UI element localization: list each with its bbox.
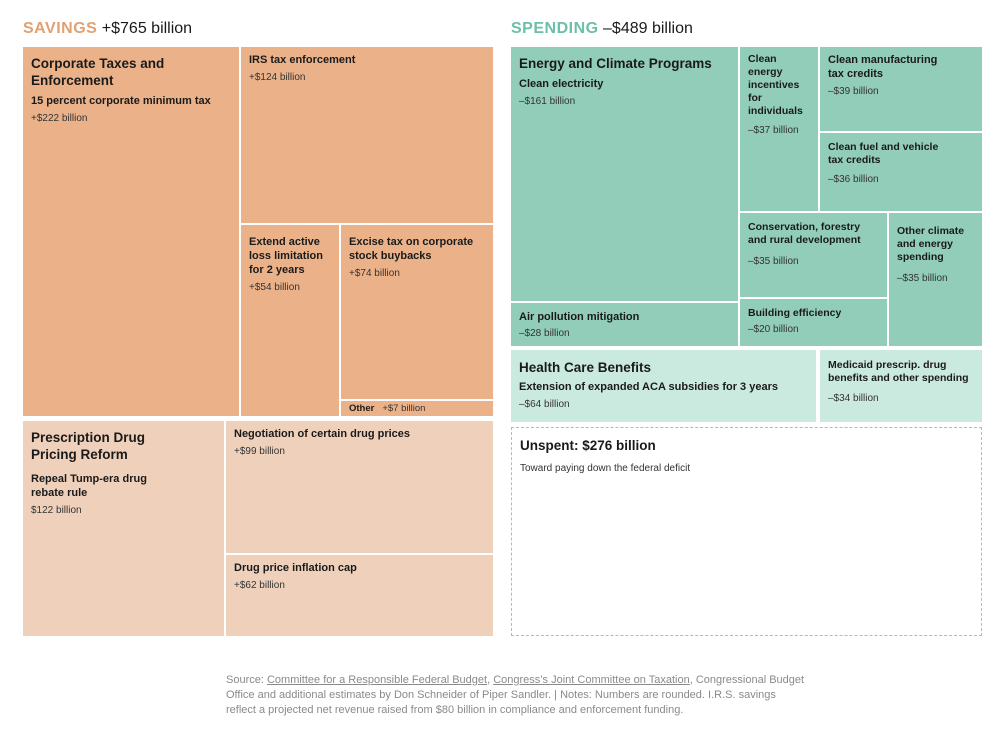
tile-clean-electricity: Energy and Climate Programs Clean electr… <box>511 47 738 301</box>
clean-fuel-vehicle-label: Clean fuel and vehicle tax credits <box>828 141 939 166</box>
aca-subsidies-value: –$64 billion <box>519 399 570 410</box>
aca-subsidies-label: Extension of expanded ACA subsidies for … <box>519 381 778 393</box>
energy-group-title: Energy and Climate Programs <box>519 56 712 71</box>
drug-rebate-label: Repeal Tump-era drug rebate rule <box>31 473 147 499</box>
tile-clean-fuel-vehicle: Clean fuel and vehicle tax credits –$36 … <box>820 133 982 211</box>
building-efficiency-value: –$20 billion <box>748 324 799 335</box>
irs-enforcement-label: IRS tax enforcement <box>249 54 356 66</box>
medicaid-value: –$34 billion <box>828 393 879 404</box>
tile-unspent: Unspent: $276 billion Toward paying down… <box>511 427 982 636</box>
unspent-description: Toward paying down the federal deficit <box>520 463 691 474</box>
clean-manufacturing-value: –$39 billion <box>828 86 879 97</box>
tile-inflation-cap: Drug price inflation cap +$62 billion <box>226 555 493 636</box>
drug-group-title: Prescription Drug Pricing Reform <box>31 430 146 462</box>
corporate-group-title: Corporate Taxes and Enforcement <box>31 56 165 88</box>
tile-excise-tax: Excise tax on corporate stock buybacks +… <box>341 225 493 399</box>
tile-conservation: Conservation, forestry and rural develop… <box>740 213 887 297</box>
loss-limitation-label: Extend active loss limitation for 2 year… <box>249 236 323 276</box>
air-pollution-value: –$28 billion <box>519 328 570 339</box>
tile-corporate-minimum-tax: Corporate Taxes and Enforcement 15 perce… <box>23 47 239 416</box>
corporate-minimum-tax-label: 15 percent corporate minimum tax <box>31 95 211 107</box>
clean-electricity-label: Clean electricity <box>519 78 604 90</box>
tile-aca-subsidies: Health Care Benefits Extension of expand… <box>511 350 816 422</box>
drug-rebate-value: $122 billion <box>31 505 82 516</box>
other-climate-label: Other climate and energy spending <box>897 225 965 263</box>
drug-negotiation-label: Negotiation of certain drug prices <box>234 428 411 440</box>
inflation-cap-value: +$62 billion <box>234 580 285 591</box>
health-group-title: Health Care Benefits <box>519 360 652 375</box>
source-link-crfb[interactable]: Committee for a Responsible Federal Budg… <box>266 674 488 686</box>
tile-medicaid: Medicaid prescrip. drug benefits and oth… <box>820 350 982 422</box>
spending-total: –$489 billion <box>603 20 693 37</box>
clean-energy-incentives-value: –$37 billion <box>748 125 799 136</box>
excise-tax-label: Excise tax on corporate stock buybacks <box>349 236 474 262</box>
other-savings-value: +$7 billion <box>382 403 426 414</box>
conservation-value: –$35 billion <box>748 256 799 267</box>
savings-header: SAVINGS +$765 billion <box>23 20 192 38</box>
tile-building-efficiency: Building efficiency –$20 billion <box>740 299 887 346</box>
clean-electricity-value: –$161 billion <box>519 96 576 107</box>
clean-fuel-vehicle-value: –$36 billion <box>828 174 879 185</box>
other-climate-value: –$35 billion <box>897 273 948 284</box>
tile-drug-negotiation: Negotiation of certain drug prices +$99 … <box>226 421 493 553</box>
excise-tax-value: +$74 billion <box>349 268 400 279</box>
unspent-title: Unspent: $276 billion <box>520 438 656 453</box>
spending-header: SPENDING –$489 billion <box>511 20 693 38</box>
building-efficiency-label: Building efficiency <box>748 307 842 319</box>
tile-other-savings: Other +$7 billion <box>341 401 493 416</box>
savings-total: +$765 billion <box>101 20 193 37</box>
tile-air-pollution: Air pollution mitigation –$28 billion <box>511 303 738 346</box>
tile-clean-manufacturing: Clean manufacturing tax credits –$39 bil… <box>820 47 982 131</box>
source-link-jct[interactable]: Congress’s Joint Committee on Taxation <box>493 674 690 686</box>
clean-energy-incentives-label: Clean energy incentives for individuals <box>748 53 803 117</box>
irs-enforcement-value: +$124 billion <box>249 72 306 83</box>
medicaid-label: Medicaid prescrip. drug benefits and oth… <box>828 359 969 384</box>
inflation-cap-label: Drug price inflation cap <box>234 562 357 574</box>
other-savings-label: Other <box>349 403 375 414</box>
tile-other-climate: Other climate and energy spending –$35 b… <box>889 213 982 346</box>
conservation-label: Conservation, forestry and rural develop… <box>748 221 861 246</box>
spending-label: SPENDING <box>511 20 599 37</box>
drug-negotiation-value: +$99 billion <box>234 446 285 457</box>
loss-limitation-value: +$54 billion <box>249 282 300 293</box>
tile-clean-energy-incentives: Clean energy incentives for individuals … <box>740 47 818 211</box>
air-pollution-label: Air pollution mitigation <box>519 311 640 323</box>
tile-loss-limitation: Extend active loss limitation for 2 year… <box>241 225 339 416</box>
clean-manufacturing-label: Clean manufacturing tax credits <box>828 54 938 80</box>
tile-drug-rebate-rule: Prescription Drug Pricing Reform Repeal … <box>23 421 224 636</box>
tile-irs-enforcement: IRS tax enforcement +$124 billion <box>241 47 493 223</box>
corporate-minimum-tax-value: +$222 billion <box>31 113 88 124</box>
source-note: Source: Committee for a Responsible Fede… <box>226 674 805 716</box>
savings-label: SAVINGS <box>23 20 98 37</box>
